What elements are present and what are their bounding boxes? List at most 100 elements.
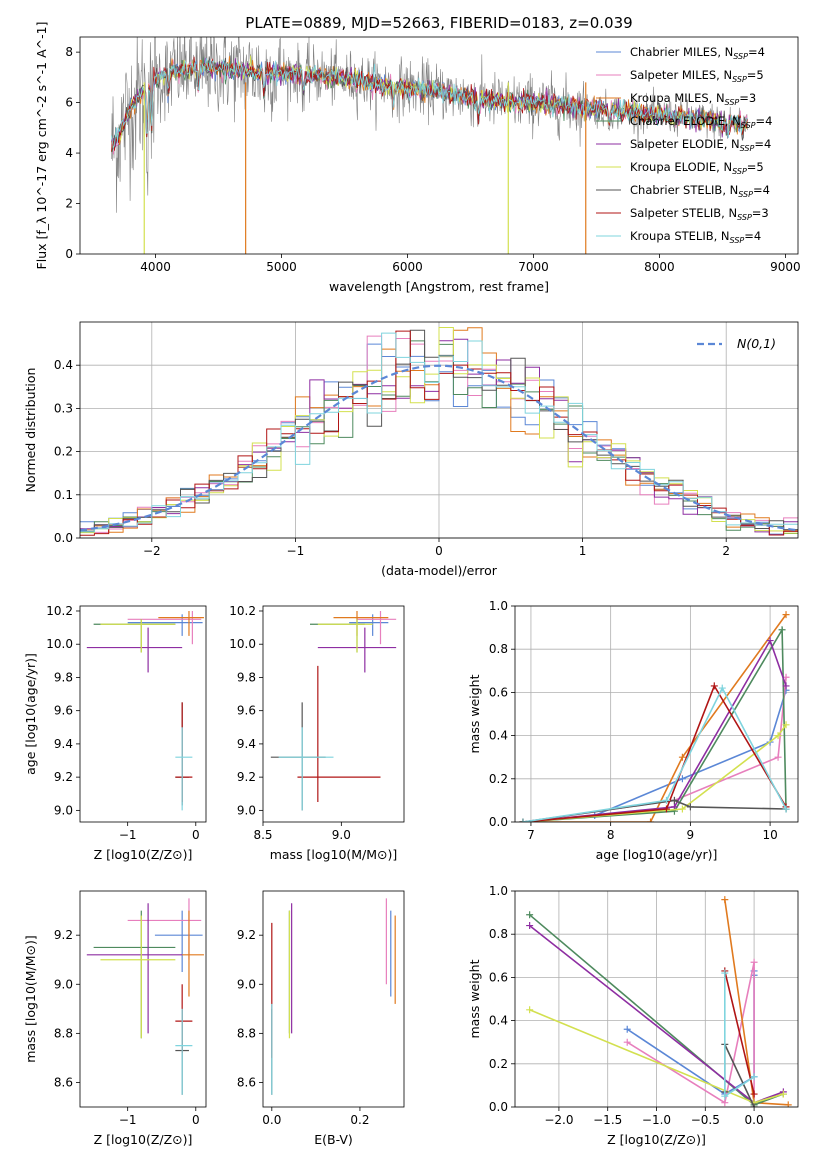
y-tick-label: 0.4 bbox=[489, 1014, 508, 1028]
y-tick-label: 9.6 bbox=[237, 704, 256, 718]
massweight-marker bbox=[784, 1101, 792, 1107]
x-tick-label: 2 bbox=[722, 544, 730, 558]
plot-area-age_vs_Z bbox=[86, 610, 204, 811]
panel-massweight_vs_age: 7 8 9 10 0.0 0.2 0.4 0.6 0.8 1.0 age [log10(age/yr… bbox=[467, 599, 799, 862]
massweight-marker bbox=[779, 1090, 787, 1098]
y-tick-label: 10.0 bbox=[46, 637, 73, 651]
panel-age_vs_Z: −1 0 9.0 9.2 9.4 9.6 9.8 10.0 10.2 Z [log10(Z/Z⊙)… bbox=[23, 604, 207, 862]
y-tick-label: 8 bbox=[65, 45, 73, 59]
y-tick-label: 4 bbox=[65, 146, 73, 160]
legend-count: =4 bbox=[748, 45, 765, 59]
y-tick-label: 0.0 bbox=[54, 531, 73, 545]
x-tick-label: 5000 bbox=[266, 260, 297, 274]
massweight-marker bbox=[721, 1099, 729, 1107]
x-axis-label: Z [log10(Z/Z⊙)] bbox=[94, 1132, 193, 1147]
legend-count: =4 bbox=[744, 229, 761, 243]
y-tick-label: 0.2 bbox=[489, 1057, 508, 1071]
residual-histogram bbox=[80, 332, 798, 533]
x-axis-label: mass [log10(M/M⊙)] bbox=[270, 847, 398, 862]
x-tick-label: −1 bbox=[287, 544, 305, 558]
residual-histogram bbox=[80, 327, 798, 534]
panel-spectrum: 4000 5000 6000 7000 8000 9000 0 2 4 6 8 wavelength … bbox=[34, 22, 801, 294]
legend-count: =4 bbox=[753, 183, 770, 197]
legend-text: Salpeter MILES, N bbox=[630, 68, 732, 82]
massweight-marker bbox=[766, 637, 774, 645]
legend-count: =4 bbox=[756, 114, 773, 128]
y-tick-label: 9.0 bbox=[237, 803, 256, 817]
x-tick-label: 9 bbox=[687, 828, 695, 842]
massweight-marker bbox=[750, 1103, 758, 1107]
legend-text: Kroupa ELODIE, N bbox=[630, 160, 732, 174]
massweight-marker bbox=[721, 969, 729, 977]
massweight-marker bbox=[721, 896, 729, 904]
x-tick-label: 0 bbox=[435, 544, 443, 558]
massweight-line bbox=[522, 677, 787, 822]
y-tick-label: 9.6 bbox=[54, 704, 73, 718]
legend-subscript: SSP bbox=[732, 167, 747, 176]
plot-area-residuals bbox=[80, 327, 798, 536]
y-axis-label: Normed distribution bbox=[23, 368, 38, 493]
plot-area-age_vs_mass bbox=[270, 610, 397, 811]
massweight-marker bbox=[647, 818, 655, 822]
y-tick-label: 0.4 bbox=[489, 729, 508, 743]
legend-label: Chabrier MILES, NSSP=4 bbox=[630, 45, 765, 61]
massweight-line bbox=[523, 614, 787, 822]
plot-area-mass_vs_Z bbox=[86, 898, 204, 1095]
legend-count: =3 bbox=[739, 91, 756, 105]
normal-curve bbox=[80, 364, 798, 532]
legend-subscript: SSP bbox=[732, 75, 747, 84]
y-tick-label: 9.0 bbox=[54, 803, 73, 817]
y-tick-label: 2 bbox=[65, 197, 73, 211]
y-axis-label: mass weight bbox=[467, 959, 482, 1038]
legend-subscript: SSP bbox=[740, 144, 755, 153]
x-axis-label: (data-model)/error bbox=[381, 563, 498, 578]
x-tick-label: 0.0 bbox=[745, 1113, 764, 1127]
legend-label: Kroupa STELIB, NSSP=4 bbox=[630, 229, 761, 245]
plot-area-spectrum bbox=[111, 37, 748, 254]
massweight-line bbox=[724, 970, 755, 1095]
legend-text: Chabrier STELIB, N bbox=[630, 183, 738, 197]
massweight-marker bbox=[662, 796, 670, 804]
massweight-line bbox=[522, 686, 787, 822]
massweight-marker bbox=[686, 803, 694, 811]
massweight-marker bbox=[782, 805, 790, 813]
massweight-line bbox=[626, 970, 755, 1095]
panel-massweight_vs_Z: −2.0 −1.5 −1.0 −0.5 0.0 0.0 0.2 0.4 0.6 0.8 1.0 Z [… bbox=[467, 884, 799, 1147]
massweight-marker bbox=[710, 682, 718, 690]
legend-text: Salpeter STELIB, N bbox=[630, 206, 737, 220]
massweight-marker bbox=[750, 958, 758, 966]
panel-age_vs_mass: 8.5 9.0 9.0 9.2 9.4 9.6 9.8 10.0 10.2 mass [log10… bbox=[229, 604, 405, 862]
x-axis-label: wavelength [Angstrom, rest frame] bbox=[329, 279, 549, 294]
legend-count: =5 bbox=[747, 68, 764, 82]
y-tick-label: 9.2 bbox=[237, 770, 256, 784]
legend-subscript: SSP bbox=[737, 213, 752, 222]
legend-label: Chabrier ELODIE, NSSP=4 bbox=[630, 114, 772, 130]
legend-subscript: SSP bbox=[725, 98, 740, 107]
axes-frame bbox=[79, 890, 207, 1108]
y-tick-label: 9.4 bbox=[54, 737, 73, 751]
massweight-line bbox=[522, 626, 787, 822]
axes-frame bbox=[79, 321, 799, 539]
x-tick-label: 7000 bbox=[518, 260, 549, 274]
legend-text: Kroupa STELIB, N bbox=[630, 229, 730, 243]
x-tick-label: 8.5 bbox=[253, 828, 272, 842]
massweight-marker bbox=[623, 1025, 631, 1033]
residual-histogram bbox=[80, 330, 798, 536]
x-tick-label: 1 bbox=[579, 544, 587, 558]
y-tick-label: 9.4 bbox=[237, 737, 256, 751]
axes-frame bbox=[79, 605, 207, 823]
figure-title: PLATE=0889, MJD=52663, FIBERID=0183, z=0… bbox=[245, 14, 632, 32]
massweight-marker bbox=[678, 805, 686, 813]
panel-mass_vs_Z: −1 0 8.6 8.8 9.0 9.2 Z [log10(Z/Z⊙)] mass [log1… bbox=[23, 890, 207, 1147]
plot-area-massweight_vs_Z bbox=[526, 896, 792, 1107]
axes-frame bbox=[262, 605, 405, 823]
massweight-marker bbox=[778, 626, 786, 634]
massweight-marker bbox=[774, 732, 782, 740]
y-tick-label: 0.1 bbox=[54, 488, 73, 502]
x-tick-label: 9000 bbox=[770, 260, 801, 274]
legend-label: Salpeter ELODIE, NSSP=4 bbox=[630, 137, 771, 153]
x-axis-label: E(B-V) bbox=[314, 1132, 353, 1147]
legend-subscript: SSP bbox=[733, 52, 748, 61]
x-tick-label: 0 bbox=[192, 1113, 200, 1127]
